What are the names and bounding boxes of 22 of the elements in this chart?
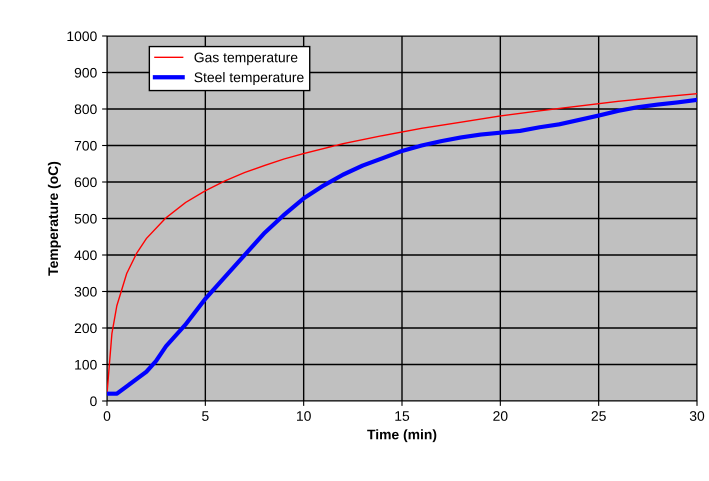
x-tick-label: 5 <box>202 411 209 421</box>
y-tick-label: 100 <box>75 360 97 370</box>
y-tick-label: 0 <box>90 396 97 406</box>
legend-label: Steel temperature <box>194 72 304 85</box>
y-tick-label: 900 <box>74 68 97 78</box>
x-axis-title: Time (min) <box>367 429 436 442</box>
x-tick-label: 0 <box>104 411 110 421</box>
y-tick-label: 400 <box>74 250 97 260</box>
x-tick-label: 15 <box>395 411 410 421</box>
y-tick-label: 700 <box>74 140 97 151</box>
legend-label: Gas temperature <box>194 52 298 66</box>
y-tick-label: 1000 <box>67 31 97 42</box>
x-tick-label: 20 <box>493 411 508 421</box>
x-tick-label: 25 <box>592 411 606 421</box>
y-tick-label: 500 <box>74 214 97 224</box>
y-tick-label: 200 <box>74 323 97 334</box>
y-tick-label: 300 <box>74 286 97 297</box>
y-tick-label: 800 <box>74 104 97 114</box>
x-tick-label: 10 <box>297 411 311 421</box>
y-tick-label: 600 <box>74 177 97 188</box>
x-tick-label: 30 <box>690 411 704 421</box>
y-axis-title: Temperature (oC) <box>48 162 61 276</box>
